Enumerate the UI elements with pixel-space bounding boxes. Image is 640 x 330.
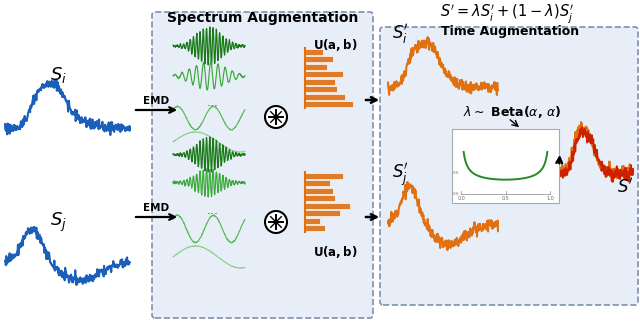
FancyBboxPatch shape	[152, 12, 373, 318]
Text: $\boldsymbol{S^{\prime}}$: $\boldsymbol{S^{\prime}}$	[616, 178, 634, 196]
Text: ...: ...	[207, 204, 219, 216]
Bar	[305, 101, 353, 107]
Circle shape	[265, 211, 287, 233]
FancyBboxPatch shape	[380, 27, 638, 305]
Bar	[305, 218, 320, 224]
Text: 0.5: 0.5	[452, 171, 459, 175]
Text: $\lambda \sim$ Beta($\alpha$, $\alpha$): $\lambda \sim$ Beta($\alpha$, $\alpha$)	[463, 104, 561, 120]
Text: $\boldsymbol{S_i}$: $\boldsymbol{S_i}$	[49, 65, 67, 85]
Text: $\boldsymbol{S_j}$: $\boldsymbol{S_j}$	[49, 211, 67, 234]
Text: $\mathbf{U(a,b)}$: $\mathbf{U(a,b)}$	[313, 244, 357, 260]
Bar	[305, 180, 330, 186]
Text: EMD: EMD	[143, 96, 169, 106]
Text: $\mathbf{U(a,b)}$: $\mathbf{U(a,b)}$	[313, 37, 357, 53]
Bar	[305, 64, 327, 70]
FancyBboxPatch shape	[452, 129, 559, 203]
Bar	[305, 195, 335, 201]
Bar	[305, 210, 340, 216]
Text: 0.0: 0.0	[457, 196, 465, 201]
Bar	[305, 225, 325, 231]
Bar	[305, 94, 345, 100]
Bar	[305, 79, 335, 85]
Bar	[305, 173, 343, 179]
Text: 1.0: 1.0	[546, 196, 554, 201]
Bar	[305, 86, 337, 92]
Bar	[305, 71, 343, 77]
Text: 0.5: 0.5	[502, 196, 509, 201]
Text: $\boldsymbol{S^{\prime}_i}$: $\boldsymbol{S^{\prime}_i}$	[392, 22, 408, 46]
Text: $\boldsymbol{S^{\prime}_j}$: $\boldsymbol{S^{\prime}_j}$	[392, 161, 408, 189]
Text: Spectrum Augmentation: Spectrum Augmentation	[167, 11, 358, 25]
Text: $S^{\prime} = \lambda S^{\prime}_i + (1-\lambda)S^{\prime}_j$: $S^{\prime} = \lambda S^{\prime}_i + (1-…	[440, 2, 574, 25]
Text: EMD: EMD	[143, 203, 169, 213]
Bar	[305, 56, 333, 62]
Circle shape	[265, 106, 287, 128]
Text: 0.0: 0.0	[452, 192, 459, 196]
Bar	[305, 49, 323, 55]
Bar	[305, 203, 350, 209]
Text: ...: ...	[207, 95, 219, 109]
Text: Time Augmentation: Time Augmentation	[441, 25, 579, 38]
Bar	[305, 188, 333, 194]
